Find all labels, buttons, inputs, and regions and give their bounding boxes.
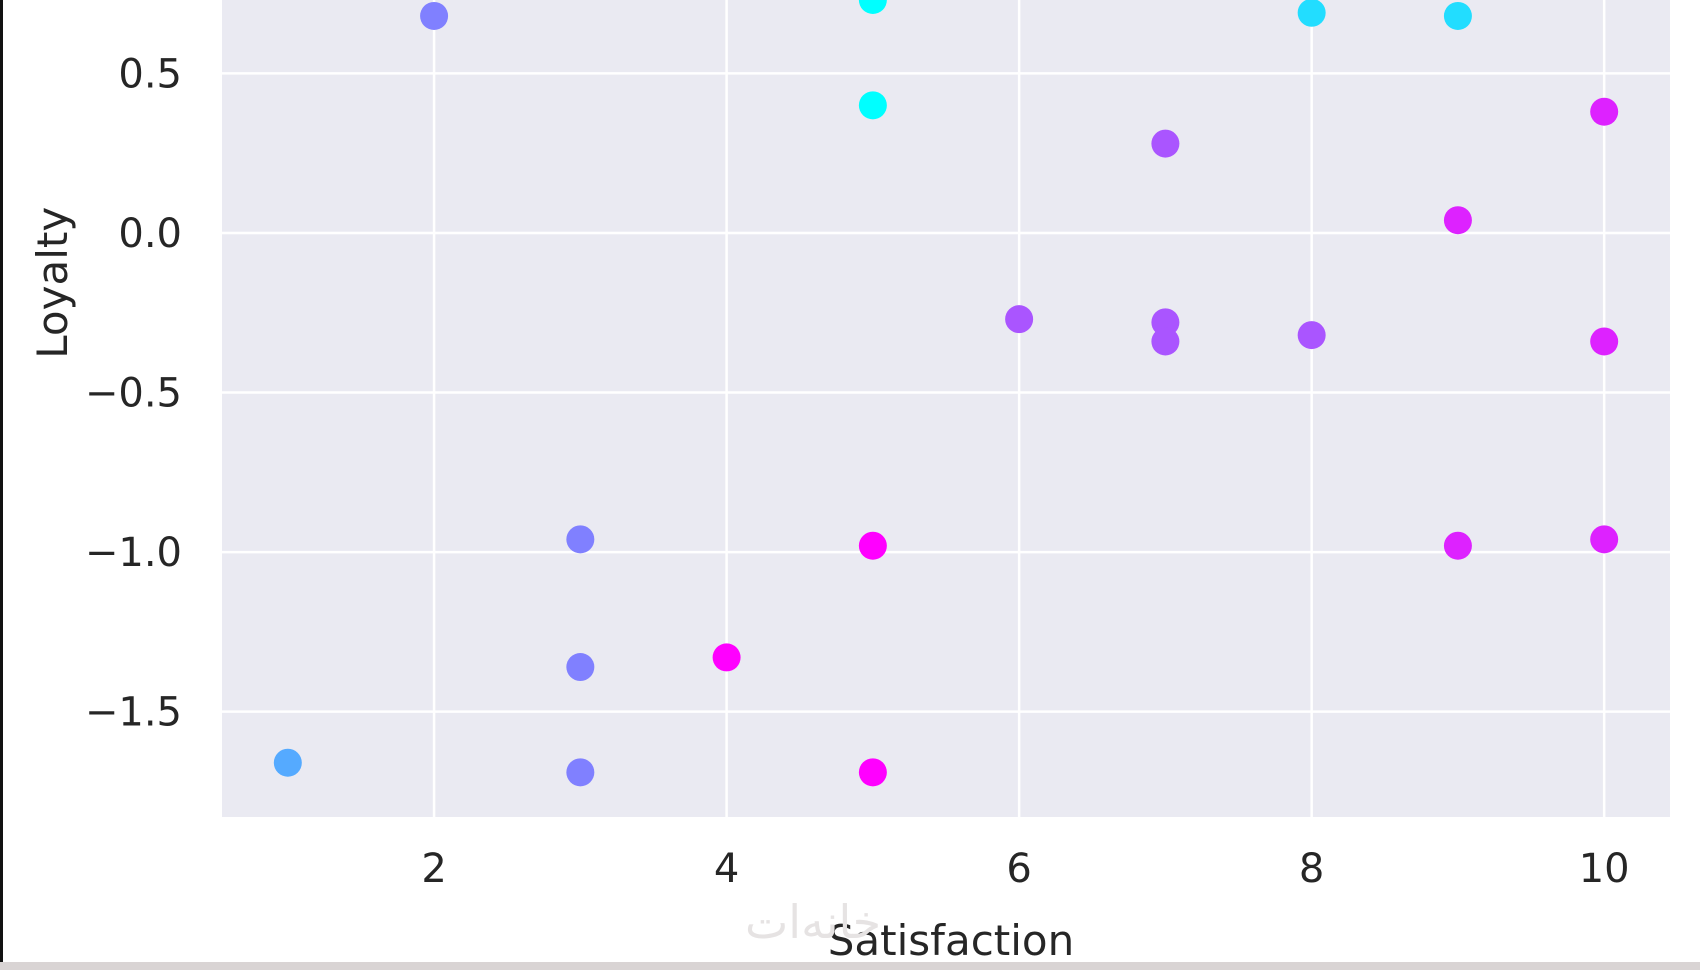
- scatter-point: [1151, 308, 1180, 337]
- scatter-point: [1151, 327, 1180, 356]
- y-axis-label: Loyalty: [28, 207, 77, 359]
- left-border: [0, 0, 3, 962]
- x-tick-label: 10: [1579, 846, 1630, 892]
- plot-area: [222, 0, 1670, 817]
- y-tick-label: 0.0: [118, 211, 182, 257]
- watermark-logo: خانه‌ات: [745, 895, 882, 949]
- scatter-point: [712, 643, 741, 672]
- bottom-border: [0, 962, 1700, 970]
- scatter-point: [1443, 1, 1472, 30]
- scatter-point: [1590, 525, 1619, 554]
- data-points: [273, 0, 1619, 787]
- scatter-point: [566, 525, 595, 554]
- x-tick-label: 4: [714, 846, 739, 892]
- scatter-point: [1590, 97, 1619, 126]
- scatter-point: [1297, 321, 1326, 350]
- scatter-point: [858, 0, 887, 14]
- y-tick-labels: 0.5 0.0 −0.5 −1.0 −1.5: [85, 51, 182, 735]
- scatter-point: [273, 748, 302, 777]
- scatter-point: [566, 653, 595, 682]
- scatter-point: [1151, 129, 1180, 158]
- x-tick-label: 2: [421, 846, 446, 892]
- x-axis-label: Satisfaction: [828, 916, 1074, 962]
- scatter-point: [1005, 305, 1034, 334]
- scatter-point: [1590, 327, 1619, 356]
- x-tick-label: 8: [1299, 846, 1324, 892]
- scatter-point: [1443, 531, 1472, 560]
- scatter-point: [858, 531, 887, 560]
- y-tick-label: −1.5: [85, 690, 182, 736]
- x-tick-labels: 2 4 6 8 10: [421, 846, 1629, 892]
- y-tick-label: 0.5: [118, 51, 182, 97]
- y-tick-label: −0.5: [85, 371, 182, 417]
- scatter-point: [858, 91, 887, 120]
- scatter-point: [858, 758, 887, 787]
- scatter-point: [566, 758, 595, 787]
- x-tick-label: 6: [1006, 846, 1031, 892]
- scatter-point: [420, 1, 449, 30]
- scatter-point: [1297, 0, 1326, 27]
- scatter-point: [1443, 206, 1472, 235]
- grid-lines: [222, 0, 1670, 817]
- y-tick-label: −1.0: [85, 530, 182, 576]
